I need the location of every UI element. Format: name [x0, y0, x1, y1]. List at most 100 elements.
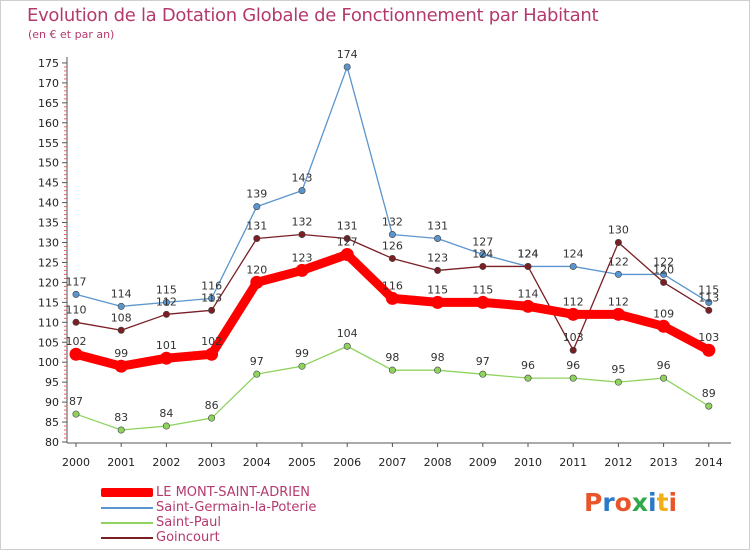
data-point	[343, 235, 351, 243]
x-tick-label: 2011	[559, 456, 587, 469]
data-point	[298, 362, 306, 370]
data-label: 115	[156, 283, 177, 296]
data-label: 83	[114, 411, 128, 424]
x-tick-label: 2013	[650, 456, 678, 469]
data-point	[614, 270, 622, 278]
y-tick-label: 130	[38, 237, 59, 250]
x-tick-label: 2014	[695, 456, 723, 469]
legend-label: Saint-Paul	[156, 515, 221, 530]
logo-letter: x	[631, 488, 648, 517]
data-point	[385, 291, 399, 305]
data-point	[566, 307, 580, 321]
data-point	[343, 342, 351, 350]
logo-letter: P	[584, 488, 603, 517]
data-point	[205, 347, 219, 361]
data-point	[569, 346, 577, 354]
y-tick-label: 90	[45, 396, 59, 409]
data-point	[388, 366, 396, 374]
data-label: 115	[427, 283, 448, 296]
data-label: 110	[66, 303, 87, 316]
data-point	[162, 310, 170, 318]
data-label: 114	[111, 287, 132, 300]
data-label: 126	[382, 239, 403, 252]
data-label: 102	[201, 335, 222, 348]
data-label: 120	[246, 263, 267, 276]
data-label: 116	[201, 279, 222, 292]
series-line-saint-germain-la-poterie	[75, 66, 710, 307]
data-label: 123	[427, 251, 448, 264]
data-point	[569, 262, 577, 270]
data-point	[479, 250, 487, 258]
legend-swatch	[101, 522, 153, 524]
x-tick-label: 2010	[514, 456, 542, 469]
logo-letter: o	[614, 488, 632, 517]
y-tick-label: 150	[38, 157, 59, 170]
x-tick-label: 2006	[333, 456, 361, 469]
x-tick-label: 2008	[424, 456, 452, 469]
data-label: 124	[563, 247, 584, 260]
x-tick-label: 2002	[152, 456, 180, 469]
data-label: 101	[156, 339, 177, 352]
data-point	[253, 203, 261, 211]
data-point	[702, 343, 716, 357]
data-label: 113	[201, 291, 222, 304]
y-tick-label: 110	[38, 316, 59, 329]
data-point	[250, 275, 264, 289]
x-tick-label: 2004	[243, 456, 271, 469]
chart-subtitle: (en € et par an)	[28, 28, 115, 41]
data-point	[295, 263, 309, 277]
data-label: 96	[566, 359, 580, 372]
data-label: 130	[608, 224, 629, 237]
legend-swatch	[101, 537, 153, 539]
data-point	[72, 410, 80, 418]
data-point	[72, 290, 80, 298]
x-tick-label: 2009	[469, 456, 497, 469]
data-label: 98	[385, 351, 399, 364]
data-point	[434, 235, 442, 243]
data-point	[524, 374, 532, 382]
data-label: 124	[518, 247, 539, 260]
data-point	[162, 422, 170, 430]
y-tick-label: 170	[38, 77, 59, 90]
data-point	[114, 359, 128, 373]
data-point	[434, 266, 442, 274]
data-label: 124	[518, 247, 539, 260]
data-label: 116	[382, 279, 403, 292]
data-label: 132	[382, 216, 403, 229]
data-label: 102	[66, 335, 87, 348]
data-point	[479, 262, 487, 270]
data-label: 139	[246, 188, 267, 201]
y-tick-label: 175	[38, 57, 59, 70]
data-label: 112	[563, 295, 584, 308]
data-label: 108	[111, 311, 132, 324]
data-label: 114	[518, 287, 539, 300]
data-label: 112	[608, 295, 629, 308]
data-point	[388, 231, 396, 239]
data-label: 98	[431, 351, 445, 364]
data-point	[569, 374, 577, 382]
data-point	[340, 247, 354, 261]
data-label: 117	[66, 275, 87, 288]
data-point	[117, 426, 125, 434]
data-label: 113	[698, 291, 719, 304]
data-point	[72, 318, 80, 326]
data-point	[208, 306, 216, 314]
data-label: 99	[295, 347, 309, 360]
data-point	[524, 262, 532, 270]
data-point	[705, 298, 713, 306]
data-label: 89	[702, 387, 716, 400]
data-point	[434, 366, 442, 374]
y-tick-label: 105	[38, 336, 59, 349]
data-label: 84	[159, 407, 173, 420]
data-point	[159, 351, 173, 365]
data-label: 122	[608, 255, 629, 268]
data-point	[660, 278, 668, 286]
data-label: 103	[698, 331, 719, 344]
data-point	[117, 326, 125, 334]
data-point	[253, 370, 261, 378]
data-label: 95	[611, 363, 625, 376]
data-label: 124	[472, 247, 493, 260]
logo-letter: i	[668, 488, 678, 517]
data-point	[388, 254, 396, 262]
